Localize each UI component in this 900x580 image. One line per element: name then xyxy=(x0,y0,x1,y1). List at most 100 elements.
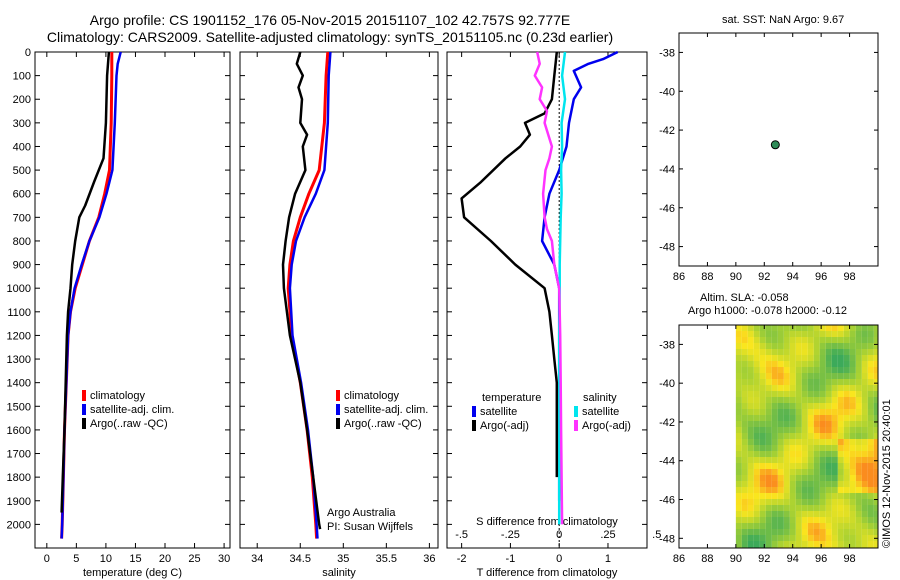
sla-heatmap-cell xyxy=(807,397,814,403)
sla-heatmap-cell xyxy=(747,421,754,427)
sla-heatmap-cell xyxy=(867,493,874,499)
sla-heatmap-cell xyxy=(873,457,878,463)
sla-heatmap-cell xyxy=(741,469,748,475)
sla-heatmap-cell xyxy=(825,403,832,409)
sla-heatmap-cell xyxy=(735,409,742,415)
depth-tick-label: 800 xyxy=(13,236,31,248)
sla-heatmap-cell xyxy=(771,379,778,385)
sla-heatmap-cell xyxy=(759,349,766,355)
sla-heatmap-cell xyxy=(795,379,802,385)
sla-heatmap-cell xyxy=(789,457,796,463)
sla-heatmap-cell xyxy=(843,439,850,445)
sla-heatmap-cell xyxy=(789,439,796,445)
sla-heatmap-cell xyxy=(873,343,878,349)
sla-heatmap-cell xyxy=(855,469,862,475)
sla-heatmap-cell xyxy=(849,337,856,343)
sla-heatmap-cell xyxy=(783,415,790,421)
sla-heatmap-cell xyxy=(831,331,838,337)
sla-heatmap-cell xyxy=(867,403,874,409)
sla-heatmap-cell xyxy=(783,421,790,427)
sla-heatmap-cell xyxy=(819,451,826,457)
sla-heatmap-cell xyxy=(837,523,844,529)
difference-series-sal_satellite xyxy=(557,51,567,525)
sla-heatmap-cell xyxy=(855,529,862,535)
sla-heatmap-cell xyxy=(867,331,874,337)
salinity-legend-label: satellite-adj. clim. xyxy=(344,404,428,416)
sla-heatmap-cell xyxy=(765,385,772,391)
sla-heatmap-cell xyxy=(849,379,856,385)
sla-heatmap-cell xyxy=(867,439,874,445)
sla-heatmap-cell xyxy=(813,415,820,421)
difference-xtick-label: -1 xyxy=(506,553,516,565)
sla-heatmap-cell xyxy=(771,409,778,415)
sst_map-xtick-label: 94 xyxy=(787,271,799,283)
sla_map-group xyxy=(735,325,878,548)
sla-heatmap-cell xyxy=(777,505,784,511)
sla-heatmap-cell xyxy=(765,433,772,439)
sla-heatmap-cell xyxy=(777,349,784,355)
sla-heatmap-cell xyxy=(831,523,838,529)
sla-heatmap-cell xyxy=(849,445,856,451)
sla-heatmap-cell xyxy=(855,367,862,373)
sla-heatmap-cell xyxy=(807,361,814,367)
sla-heatmap-cell xyxy=(861,535,868,541)
sla-heatmap-cell xyxy=(855,433,862,439)
sla-heatmap-cell xyxy=(855,463,862,469)
sla-heatmap-cell xyxy=(819,361,826,367)
sla-heatmap-cell xyxy=(777,355,784,361)
sla-heatmap-cell xyxy=(789,343,796,349)
sla-heatmap-cell xyxy=(771,487,778,493)
sla-heatmap-cell xyxy=(807,517,814,523)
sla-heatmap-cell xyxy=(813,439,820,445)
sla-heatmap-cell xyxy=(747,499,754,505)
sla-heatmap-cell xyxy=(741,397,748,403)
sla-heatmap-cell xyxy=(777,451,784,457)
sla-heatmap-cell xyxy=(813,379,820,385)
sla-heatmap-cell xyxy=(867,379,874,385)
sla-heatmap-cell xyxy=(867,451,874,457)
sla-heatmap-cell xyxy=(831,403,838,409)
sla-heatmap-cell xyxy=(795,511,802,517)
sla-heatmap-cell xyxy=(819,391,826,397)
sla-heatmap-cell xyxy=(759,397,766,403)
sla-heatmap-cell xyxy=(795,355,802,361)
sla-heatmap-cell xyxy=(741,523,748,529)
sla-heatmap-cell xyxy=(867,535,874,541)
sla-heatmap-cell xyxy=(819,475,826,481)
sla-heatmap-cell xyxy=(789,535,796,541)
sla-heatmap-cell xyxy=(753,391,760,397)
temperature-xtick-label: 0 xyxy=(44,553,50,565)
sla-heatmap-cell xyxy=(783,355,790,361)
sla-heatmap-cell xyxy=(759,325,766,331)
salinity-xtick-label: 36 xyxy=(423,553,435,565)
sla-heatmap-cell xyxy=(795,385,802,391)
sla-heatmap-cell xyxy=(837,391,844,397)
sla-heatmap-cell xyxy=(753,487,760,493)
sla-heatmap-cell xyxy=(783,439,790,445)
sla-heatmap-cell xyxy=(765,349,772,355)
sla-heatmap-cell xyxy=(861,541,868,547)
sla-heatmap-cell xyxy=(771,541,778,547)
sla-heatmap-cell xyxy=(855,397,862,403)
depth-tick-label: 700 xyxy=(13,212,31,224)
sla-heatmap-cell xyxy=(741,409,748,415)
sla_map-xtick-label: 86 xyxy=(673,553,685,565)
sla-heatmap-cell xyxy=(759,373,766,379)
sla-heatmap-cell xyxy=(771,415,778,421)
sla-heatmap-cell xyxy=(813,349,820,355)
sla-heatmap-cell xyxy=(831,361,838,367)
sla-heatmap-cell xyxy=(867,463,874,469)
sla-heatmap-cell xyxy=(813,523,820,529)
sla-heatmap-cell xyxy=(741,349,748,355)
sla-heatmap-cell xyxy=(753,343,760,349)
sla-heatmap-cell xyxy=(825,343,832,349)
sla-heatmap-cell xyxy=(747,541,754,547)
sla-heatmap-cell xyxy=(777,439,784,445)
sla-heatmap-cell xyxy=(825,505,832,511)
sla-heatmap-cell xyxy=(843,331,850,337)
sla-heatmap-cell xyxy=(801,445,808,451)
sla-heatmap-cell xyxy=(825,439,832,445)
sla-heatmap-cell xyxy=(789,409,796,415)
annotation-line2: PI: Susan Wijffels xyxy=(327,521,413,533)
sla-heatmap-cell xyxy=(735,541,742,547)
